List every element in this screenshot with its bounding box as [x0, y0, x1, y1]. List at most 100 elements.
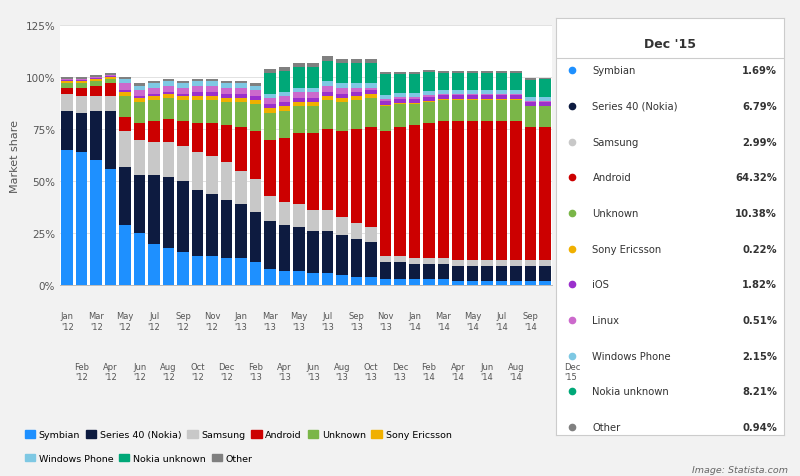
Bar: [90, 111, 102, 161]
Bar: [192, 82, 203, 86]
Bar: [293, 68, 305, 89]
Bar: [90, 161, 102, 286]
Bar: [278, 271, 290, 286]
Bar: [495, 90, 507, 95]
Bar: [336, 84, 348, 89]
Text: Apr
'13: Apr '13: [277, 362, 292, 381]
Bar: [119, 78, 131, 80]
Bar: [278, 138, 290, 203]
Bar: [162, 82, 174, 86]
Bar: [264, 221, 276, 269]
Bar: [423, 103, 434, 124]
Bar: [278, 226, 290, 271]
Bar: [394, 104, 406, 105]
Bar: [510, 281, 522, 286]
Bar: [119, 167, 131, 226]
Bar: [76, 81, 87, 82]
Bar: [351, 97, 362, 101]
Bar: [76, 97, 87, 113]
Bar: [380, 106, 391, 107]
Text: Unknown: Unknown: [593, 208, 639, 218]
Bar: [162, 248, 174, 286]
Bar: [235, 82, 246, 84]
Bar: [394, 279, 406, 286]
Bar: [105, 78, 117, 80]
Bar: [336, 275, 348, 286]
Bar: [148, 142, 160, 176]
Bar: [105, 111, 117, 169]
Bar: [495, 261, 507, 267]
Bar: [336, 132, 348, 217]
Bar: [525, 81, 536, 97]
Bar: [62, 81, 73, 82]
Bar: [525, 107, 536, 128]
Bar: [307, 93, 319, 99]
Bar: [366, 242, 377, 278]
Bar: [148, 101, 160, 122]
Bar: [105, 97, 117, 111]
Bar: [307, 68, 319, 89]
Bar: [206, 257, 218, 286]
Bar: [178, 82, 189, 84]
Bar: [380, 263, 391, 279]
Bar: [539, 98, 550, 102]
Bar: [452, 122, 464, 261]
Bar: [336, 103, 348, 132]
Bar: [409, 98, 420, 100]
Text: Windows Phone: Windows Phone: [593, 351, 671, 361]
Bar: [481, 95, 493, 96]
Bar: [206, 157, 218, 194]
Bar: [510, 101, 522, 122]
Bar: [466, 72, 478, 74]
Bar: [192, 257, 203, 286]
Bar: [409, 105, 420, 126]
Bar: [495, 100, 507, 101]
Bar: [192, 93, 203, 97]
Bar: [293, 99, 305, 103]
Bar: [366, 63, 377, 84]
Bar: [90, 80, 102, 82]
Text: iOS: iOS: [593, 280, 610, 290]
Bar: [221, 163, 232, 200]
Bar: [336, 217, 348, 236]
Bar: [76, 153, 87, 286]
Bar: [250, 263, 261, 286]
Bar: [380, 100, 391, 102]
Bar: [148, 97, 160, 101]
Bar: [409, 279, 420, 286]
Bar: [423, 265, 434, 279]
Bar: [510, 96, 522, 100]
Bar: [510, 267, 522, 281]
Bar: [134, 84, 146, 86]
Bar: [250, 213, 261, 263]
Bar: [525, 128, 536, 261]
Bar: [366, 90, 377, 95]
Bar: [452, 261, 464, 267]
Bar: [178, 97, 189, 101]
Bar: [481, 90, 493, 95]
Text: 10.38%: 10.38%: [735, 208, 777, 218]
Bar: [423, 102, 434, 103]
Text: 1.69%: 1.69%: [742, 66, 777, 76]
Bar: [162, 178, 174, 248]
Text: Jul
'12: Jul '12: [148, 312, 161, 331]
Bar: [366, 228, 377, 242]
Text: May
'13: May '13: [290, 312, 307, 331]
Bar: [423, 98, 434, 102]
Text: Oct
'13: Oct '13: [364, 362, 378, 381]
Text: Nokia unknown: Nokia unknown: [593, 387, 670, 397]
Bar: [221, 84, 232, 89]
Text: Jun
'14: Jun '14: [480, 362, 494, 381]
Bar: [452, 72, 464, 74]
Bar: [322, 97, 334, 101]
Bar: [293, 103, 305, 107]
Text: Nov
'12: Nov '12: [204, 312, 220, 331]
Bar: [192, 80, 203, 82]
Bar: [322, 130, 334, 211]
Bar: [438, 265, 450, 279]
Text: Feb
'14: Feb '14: [422, 362, 437, 381]
Bar: [539, 79, 550, 80]
Bar: [235, 89, 246, 95]
Bar: [423, 124, 434, 258]
Text: Feb
'13: Feb '13: [248, 362, 263, 381]
